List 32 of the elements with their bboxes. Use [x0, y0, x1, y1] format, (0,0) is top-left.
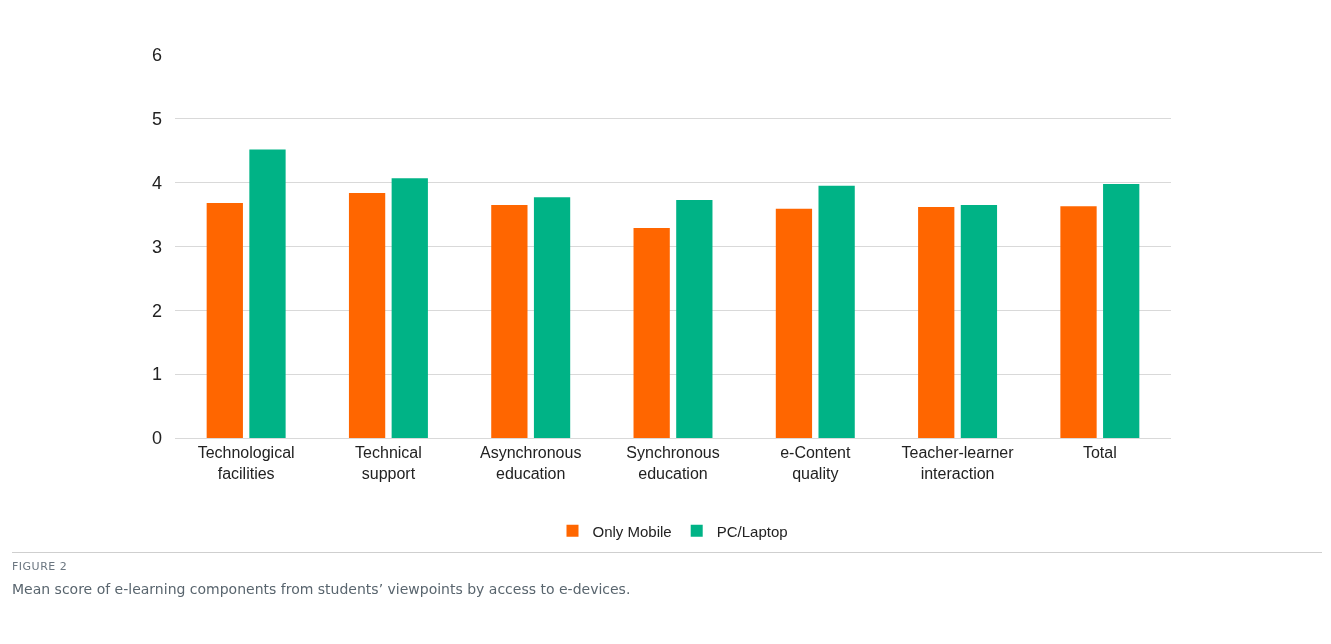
y-tick-label: 5	[151, 109, 162, 130]
y-tick-label: 6	[151, 45, 162, 66]
bar	[960, 205, 998, 438]
x-tick-label: Technological facilities	[197, 444, 295, 482]
bar	[206, 203, 243, 438]
bar	[249, 149, 286, 438]
legend-label: PC/Laptop	[716, 522, 788, 540]
bar	[1103, 183, 1140, 438]
y-tick-label: 2	[151, 300, 162, 321]
bar	[633, 227, 670, 438]
y-tick-label: 3	[151, 236, 162, 257]
bar	[533, 197, 571, 438]
x-tick-label: e-Content quality	[780, 444, 851, 482]
legend-label: Only Mobile	[592, 522, 672, 540]
y-tick-label: 0	[151, 428, 162, 449]
x-tick-label: Asynchronous education	[480, 444, 582, 482]
bar	[818, 185, 855, 438]
y-tick-label: 1	[151, 364, 162, 385]
bar	[491, 205, 528, 438]
x-tick-label: Technical support	[355, 444, 422, 482]
bar	[676, 199, 713, 438]
caption: FIGURE 2	[12, 560, 69, 573]
bar	[1060, 206, 1097, 438]
bar	[391, 178, 428, 438]
bar	[348, 192, 386, 438]
x-tick-label: Teacher-learner interaction	[901, 444, 1015, 482]
bar	[775, 208, 813, 438]
bar	[918, 206, 955, 438]
x-tick-label: Synchronous education	[626, 444, 720, 482]
y-tick-label: 4	[151, 172, 162, 193]
text: Mean score of e-learning components from students’ viewpoints by access to e-devices.	[12, 581, 631, 597]
x-tick-label: Total	[1082, 444, 1117, 462]
